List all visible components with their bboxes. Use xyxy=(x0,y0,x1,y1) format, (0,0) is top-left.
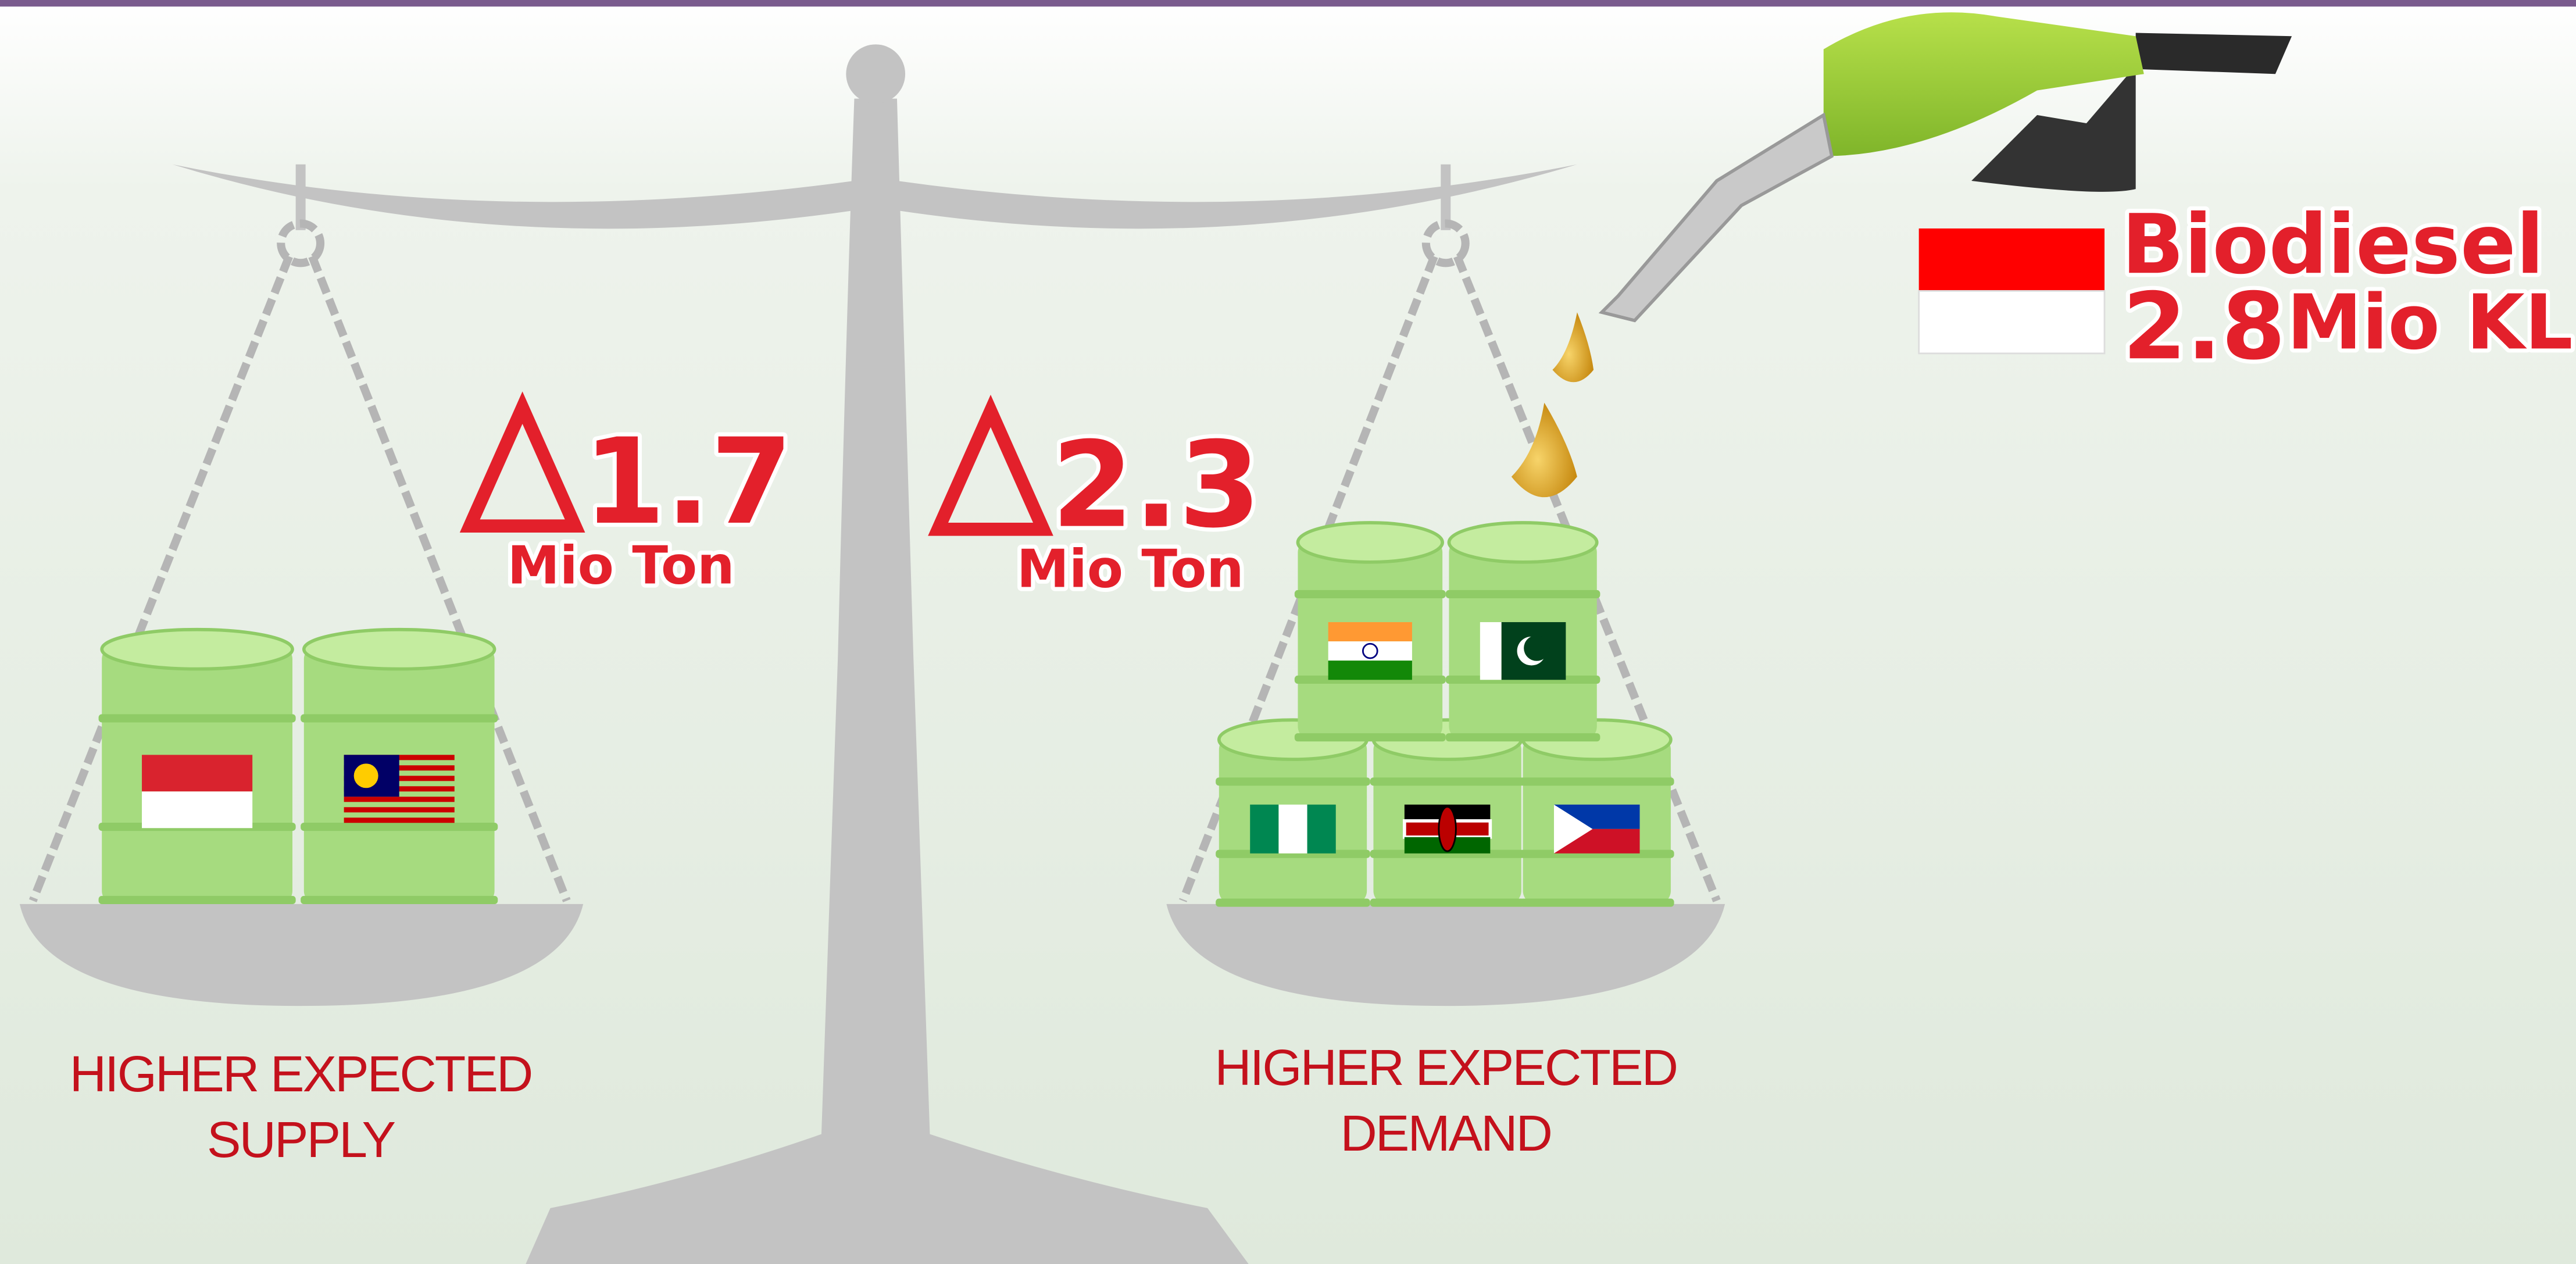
indonesia-flag xyxy=(1919,228,2105,354)
biodiesel-value: 2.8 xyxy=(2123,273,2285,380)
supply-unit: Mio Ton xyxy=(508,535,735,597)
barrel xyxy=(1216,720,1370,906)
barrel xyxy=(301,630,498,904)
supply-label: SUPPLY xyxy=(207,1111,395,1168)
biodiesel-unit: Mio KL xyxy=(2287,278,2573,366)
supply-label: HIGHER EXPECTED xyxy=(70,1045,532,1102)
barrel xyxy=(99,630,296,904)
barrel xyxy=(1295,523,1446,741)
top-bar xyxy=(0,0,2576,6)
demand-label: DEMAND xyxy=(1340,1105,1551,1162)
barrel xyxy=(1370,720,1525,906)
barrel xyxy=(1520,720,1674,906)
demand-label: HIGHER EXPECTED xyxy=(1214,1039,1677,1096)
infographic: 1.7 Mio Ton 2.3 Mio Ton Biodiesel 2.8 Mi… xyxy=(0,0,2576,1264)
demand-change: 2.3 xyxy=(1052,416,1261,554)
barrel xyxy=(1446,523,1600,741)
demand-unit: Mio Ton xyxy=(1017,538,1244,599)
supply-change: 1.7 xyxy=(583,413,792,551)
